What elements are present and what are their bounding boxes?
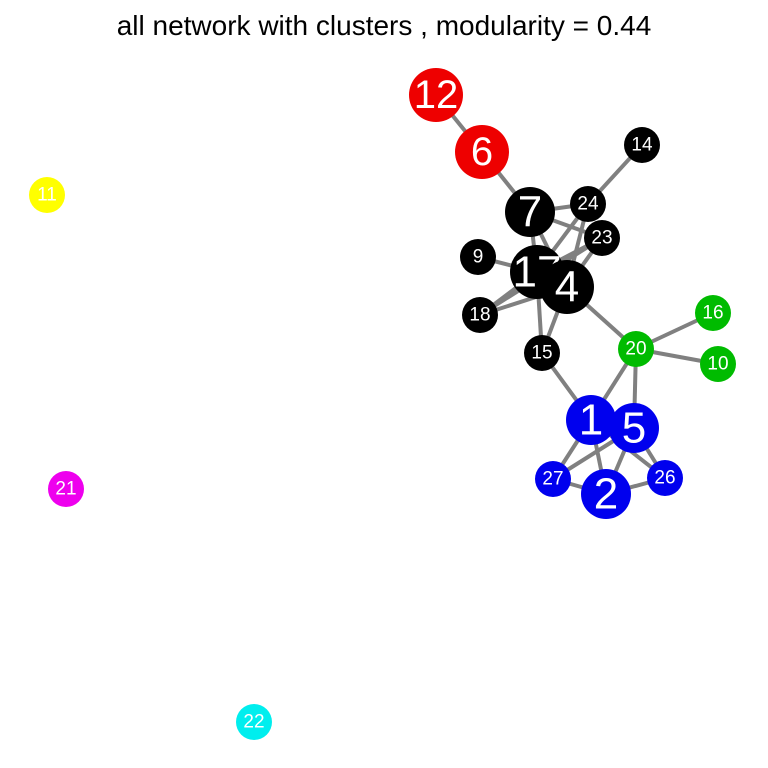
node-circle bbox=[584, 220, 620, 256]
node-label: 14 bbox=[631, 135, 653, 156]
node-16: 16 bbox=[695, 295, 731, 331]
chart-title: all network with clusters , modularity =… bbox=[116, 10, 652, 41]
node-circle bbox=[462, 297, 498, 333]
node-15: 15 bbox=[524, 335, 560, 371]
node-circle bbox=[618, 331, 654, 367]
node-11: 11 bbox=[29, 177, 65, 213]
node-22: 22 bbox=[236, 704, 272, 740]
node-circle bbox=[581, 469, 631, 519]
node-circle bbox=[524, 335, 560, 371]
node-circle bbox=[700, 346, 736, 382]
node-label: 2 bbox=[594, 470, 618, 519]
node-circle bbox=[695, 295, 731, 331]
node-21: 21 bbox=[48, 471, 84, 507]
node-label: 20 bbox=[625, 339, 646, 360]
node-label: 5 bbox=[622, 404, 646, 453]
node-circle bbox=[409, 68, 463, 122]
node-26: 26 bbox=[647, 460, 683, 496]
node-12: 12 bbox=[409, 68, 463, 122]
node-label: 12 bbox=[414, 73, 459, 117]
node-6: 6 bbox=[455, 125, 509, 179]
node-4: 4 bbox=[540, 260, 594, 314]
node-9: 9 bbox=[460, 239, 496, 275]
node-27: 27 bbox=[535, 461, 571, 497]
node-7: 7 bbox=[505, 187, 555, 237]
node-20: 20 bbox=[618, 331, 654, 367]
node-1: 1 bbox=[566, 395, 616, 445]
node-label: 22 bbox=[243, 712, 264, 733]
node-label: 21 bbox=[55, 479, 76, 500]
node-18: 18 bbox=[462, 297, 498, 333]
node-24: 24 bbox=[570, 186, 606, 222]
node-14: 14 bbox=[624, 127, 660, 163]
node-label: 11 bbox=[37, 185, 57, 206]
node-circle bbox=[455, 125, 509, 179]
node-circle bbox=[647, 460, 683, 496]
node-10: 10 bbox=[700, 346, 736, 382]
node-label: 10 bbox=[707, 354, 728, 375]
node-circle bbox=[609, 403, 659, 453]
node-label: 4 bbox=[555, 263, 579, 312]
node-circle bbox=[566, 395, 616, 445]
node-circle bbox=[505, 187, 555, 237]
node-2: 2 bbox=[581, 469, 631, 519]
node-circle bbox=[540, 260, 594, 314]
node-label: 6 bbox=[471, 130, 493, 174]
node-label: 27 bbox=[542, 469, 563, 490]
node-circle bbox=[535, 461, 571, 497]
node-label: 24 bbox=[577, 194, 599, 215]
node-circle bbox=[460, 239, 496, 275]
node-circle bbox=[624, 127, 660, 163]
node-label: 23 bbox=[591, 228, 612, 249]
node-circle bbox=[570, 186, 606, 222]
node-label: 18 bbox=[469, 305, 490, 326]
node-label: 16 bbox=[702, 303, 723, 324]
node-label: 1 bbox=[579, 396, 603, 445]
node-label: 15 bbox=[531, 343, 552, 364]
node-label: 9 bbox=[473, 247, 484, 268]
node-label: 26 bbox=[654, 468, 675, 489]
node-circle bbox=[236, 704, 272, 740]
node-circle bbox=[48, 471, 84, 507]
node-label: 7 bbox=[518, 188, 542, 237]
node-23: 23 bbox=[584, 220, 620, 256]
node-5: 5 bbox=[609, 403, 659, 453]
node-circle bbox=[29, 177, 65, 213]
